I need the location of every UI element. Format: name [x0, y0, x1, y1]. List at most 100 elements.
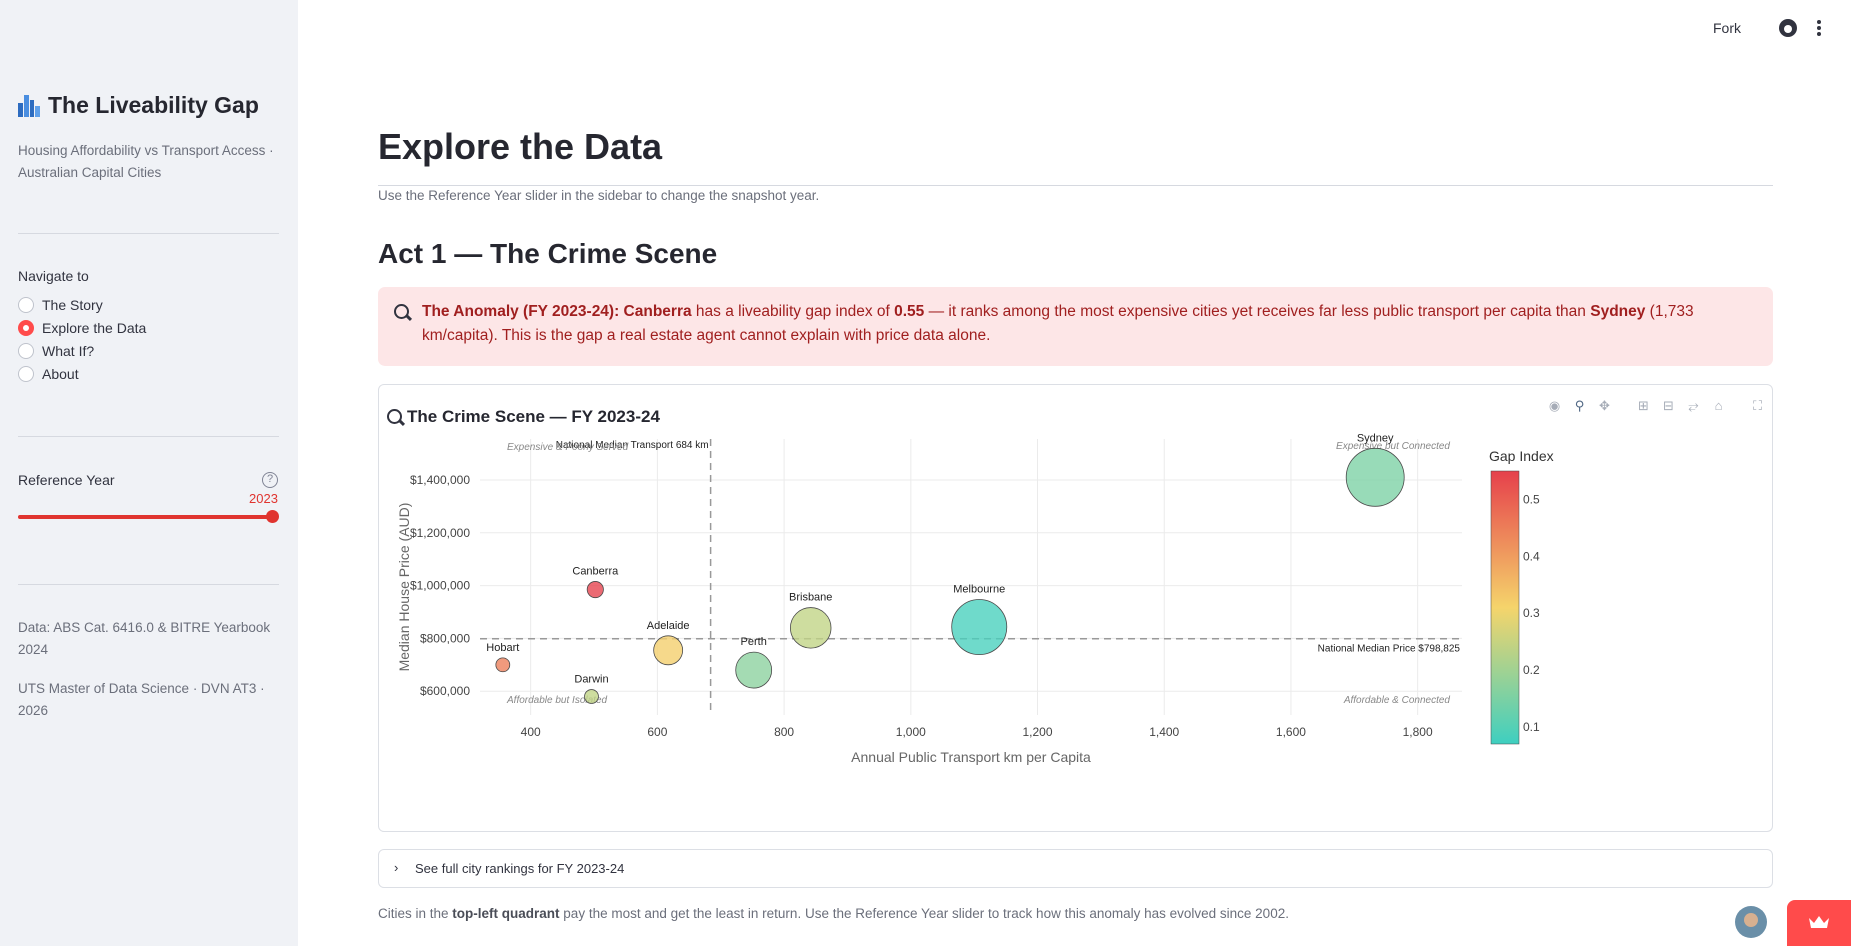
median-price-label: National Median Price $798,825 — [1318, 644, 1461, 655]
home-icon[interactable]: ⌂ — [1714, 398, 1723, 413]
x-tick-label: 400 — [521, 725, 541, 739]
zoom-out-icon[interactable]: ⊟ — [1663, 398, 1674, 413]
bubble-label: Hobart — [486, 642, 519, 654]
x-tick-label: 800 — [774, 725, 794, 739]
app-title-text: The Liveability Gap — [48, 92, 259, 118]
avatar[interactable] — [1735, 906, 1767, 938]
alert-compare-city: Sydney — [1590, 303, 1646, 320]
x-tick-label: 1,800 — [1403, 725, 1433, 739]
sidebar: The Liveability Gap Housing Affordabilit… — [0, 0, 298, 946]
nav-item-label: What If? — [42, 343, 95, 359]
bubble-hobart[interactable] — [495, 657, 511, 673]
radio-button[interactable] — [18, 366, 34, 382]
bubble-perth[interactable] — [735, 651, 773, 689]
divider — [378, 185, 1773, 186]
y-tick-label: $1,200,000 — [410, 526, 470, 540]
chevron-right-icon: › — [394, 860, 399, 875]
nav-item-the-story[interactable]: The Story — [18, 297, 103, 313]
bubble-label: Sydney — [1357, 432, 1394, 444]
nav-item-what-if[interactable]: What If? — [18, 343, 94, 359]
credit-note: UTS Master of Data Science · DVN AT3 · 2… — [18, 681, 265, 718]
x-tick-label: 1,200 — [1023, 725, 1053, 739]
kebab-menu-icon[interactable] — [1817, 20, 1821, 36]
github-icon[interactable] — [1779, 19, 1797, 37]
plot-modebar: ◉ ⚲ ✥ ⊞ ⊟ ⥂ ⌂ ⛶ — [1546, 397, 1766, 414]
section-title: Act 1 — The Crime Scene — [378, 238, 718, 269]
radio-button[interactable] — [18, 343, 34, 359]
anomaly-alert: The Anomaly (FY 2023-24): Canberra has a… — [378, 287, 1773, 366]
nav-item-about[interactable]: About — [18, 366, 79, 382]
bubble-adelaide[interactable] — [653, 635, 684, 666]
note-text: pay the most and get the least in return… — [559, 906, 1289, 921]
colorbar-title: Gap Index — [1489, 448, 1554, 464]
colorbar-tick-label: 0.4 — [1523, 549, 1540, 563]
alert-text: — it ranks among the most expensive citi… — [924, 303, 1591, 320]
x-tick-label: 1,000 — [896, 725, 926, 739]
radio-button[interactable] — [18, 297, 34, 313]
colorbar-tick-label: 0.3 — [1523, 606, 1540, 620]
cityscape-icon — [18, 94, 40, 117]
top-toolbar: Fork — [1651, 0, 1851, 56]
y-tick-label: $1,000,000 — [410, 579, 470, 593]
bottom-note: Cities in the top-left quadrant pay the … — [378, 906, 1289, 921]
page-title: Explore the Data — [378, 126, 663, 167]
colorbar-tick-label: 0.2 — [1523, 663, 1540, 677]
note-bold: top-left quadrant — [452, 906, 560, 921]
bubble-label: Canberra — [572, 565, 619, 577]
spacer — [1621, 397, 1627, 414]
fullscreen-icon[interactable]: ⛶ — [1752, 398, 1763, 413]
streamlit-badge[interactable] — [1787, 900, 1851, 946]
app-title: The Liveability Gap — [18, 92, 259, 119]
app-subtitle: Housing Affordability vs Transport Acces… — [18, 143, 274, 180]
y-tick-label: $1,400,000 — [410, 473, 470, 487]
radio-button-selected[interactable] — [18, 320, 34, 336]
bubble-melbourne[interactable] — [951, 599, 1008, 655]
chart-title: The Crime Scene — FY 2023-24 — [407, 407, 660, 426]
nav-label: Navigate to — [18, 268, 89, 284]
x-tick-label: 600 — [647, 725, 667, 739]
divider — [18, 436, 279, 437]
alert-lead: The Anomaly (FY 2023-24): Canberra — [422, 303, 692, 320]
bubble-darwin[interactable] — [584, 689, 599, 704]
x-tick-label: 1,400 — [1149, 725, 1179, 739]
bubble-chart[interactable]: 400 600 800 1,000 1,200 1,400 1,600 1,800 $600,0… — [379, 425, 1772, 831]
nav-item-label: About — [42, 366, 79, 382]
note-text: Cities in the — [378, 906, 453, 921]
divider — [18, 233, 279, 234]
x-axis-title: Annual Public Transport km per Capita — [851, 749, 1091, 765]
zoom-icon[interactable]: ⚲ — [1574, 398, 1585, 413]
fork-button[interactable]: Fork — [1713, 20, 1741, 36]
reference-year-value: 2023 — [249, 491, 278, 506]
question-icon[interactable]: ? — [262, 472, 278, 488]
chart-card: The Crime Scene — FY 2023-24 ◉ ⚲ ✥ ⊞ ⊟ ⥂… — [378, 384, 1773, 832]
reference-year-slider-thumb[interactable] — [266, 510, 279, 523]
x-tick-label: 1,600 — [1276, 725, 1306, 739]
bubble-label: Perth — [741, 636, 767, 648]
magnifier-icon — [387, 409, 405, 427]
colorbar — [1490, 470, 1520, 745]
median-transport-label: National Median Transport 684 km — [556, 440, 709, 451]
spacer — [1735, 397, 1741, 414]
data-source-note: Data: ABS Cat. 6416.0 & BITRE Yearbook 2… — [18, 620, 271, 657]
alert-text: (1,733 km/capita). This is the gap a rea… — [422, 303, 1694, 344]
reference-year-slider-track[interactable] — [18, 515, 272, 519]
page-caption: Use the Reference Year slider in the sid… — [378, 188, 820, 203]
bubble-canberra[interactable] — [586, 581, 604, 599]
y-tick-label: $600,000 — [420, 684, 470, 698]
bubble-brisbane[interactable] — [790, 607, 832, 649]
rankings-expander[interactable]: › See full city rankings for FY 2023-24 — [378, 849, 1773, 888]
nav-item-label: The Story — [42, 297, 103, 313]
y-tick-label: $800,000 — [420, 631, 470, 645]
y-axis-title: Median House Price (AUD) — [396, 503, 412, 672]
bubble-sydney[interactable] — [1345, 447, 1405, 507]
colorbar-tick-label: 0.5 — [1523, 492, 1540, 506]
quadrant-label-bottom-right: Affordable & Connected — [1343, 695, 1451, 706]
quadrant-label-top-left: Expensive & Poorly Served — [507, 442, 629, 453]
reference-year-label: Reference Year — [18, 472, 115, 488]
bubble-label: Adelaide — [647, 620, 690, 632]
camera-icon[interactable]: ◉ — [1548, 398, 1561, 413]
pan-icon[interactable]: ✥ — [1599, 398, 1610, 413]
zoom-in-icon[interactable]: ⊞ — [1638, 398, 1649, 413]
autoscale-icon[interactable]: ⥂ — [1688, 398, 1699, 413]
nav-item-explore-the-data[interactable]: Explore the Data — [18, 320, 146, 336]
